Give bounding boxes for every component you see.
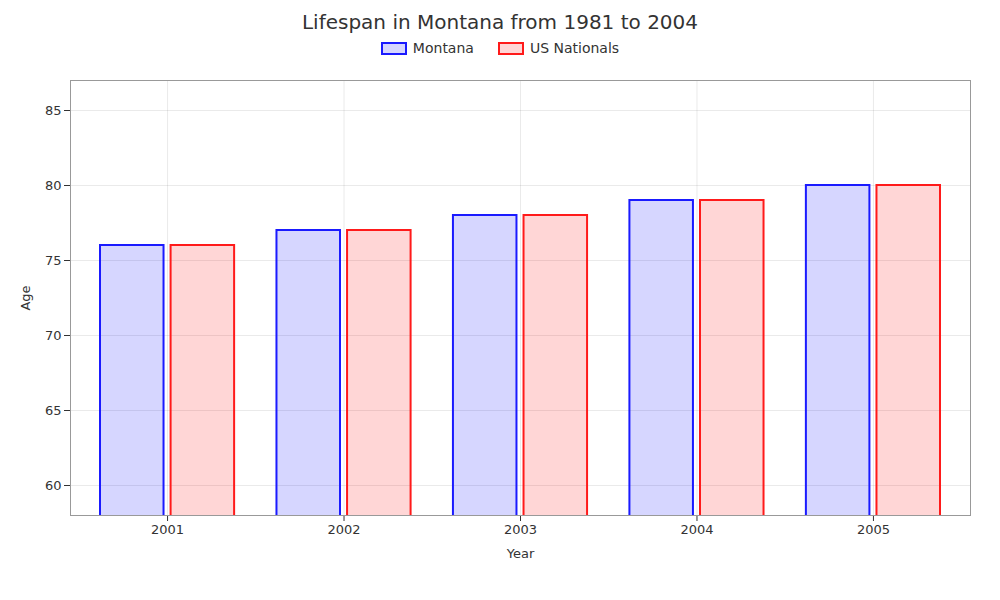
svg-text:2002: 2002 [327, 522, 360, 537]
svg-text:Year: Year [506, 546, 535, 561]
svg-text:2005: 2005 [857, 522, 890, 537]
svg-text:2004: 2004 [680, 522, 713, 537]
svg-text:75: 75 [45, 253, 62, 268]
svg-text:2003: 2003 [504, 522, 537, 537]
svg-text:60: 60 [45, 478, 62, 493]
html-text:Lifespan in Montana from 1981: Lifespan in Montana from 1981 to 2004 [302, 10, 698, 34]
svg-text:65: 65 [45, 403, 62, 418]
svg-text:2001: 2001 [151, 522, 184, 537]
html-text:US Nationals: US Nationals [529, 40, 620, 56]
svg-text:80: 80 [45, 178, 62, 193]
svg-text:Age: Age [18, 285, 33, 310]
html-text:Montana: Montana [412, 40, 474, 56]
svg-text:70: 70 [45, 328, 62, 343]
svg-text:85: 85 [45, 103, 62, 118]
